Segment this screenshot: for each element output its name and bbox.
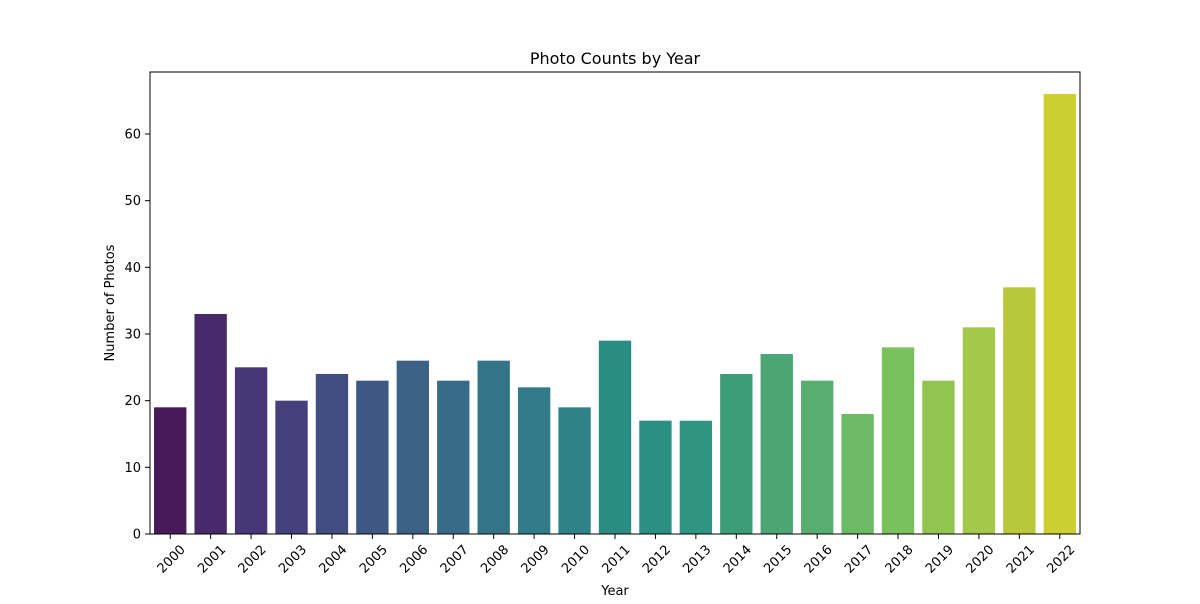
x-tick-label-2003: 2003 [276, 543, 310, 577]
bar-2009 [517, 387, 551, 534]
y-tick-label: 60 [124, 128, 141, 143]
x-tick-label-2012: 2012 [640, 543, 674, 577]
bar-2020 [962, 327, 996, 534]
bar-2003 [275, 400, 308, 534]
x-tick-label-2007: 2007 [438, 543, 472, 577]
x-tick-label-2017: 2017 [842, 543, 876, 577]
y-tick-label: 10 [124, 461, 141, 476]
bar-2015 [760, 354, 793, 534]
bars-group [154, 94, 1076, 534]
x-tick-label-2000: 2000 [155, 543, 189, 577]
bar-2008 [477, 360, 510, 534]
y-tick-label: 50 [124, 194, 141, 209]
x-tick-label-2014: 2014 [721, 543, 755, 577]
y-tick-label: 40 [124, 261, 141, 276]
bar-2002 [234, 367, 268, 534]
bar-2013 [679, 420, 713, 534]
bar-2017 [841, 414, 874, 534]
y-tick-label: 30 [124, 328, 141, 343]
x-tick-label-2001: 2001 [195, 543, 229, 577]
bar-2019 [922, 380, 955, 534]
x-tick-label-2011: 2011 [600, 543, 634, 577]
x-tick-label-2021: 2021 [1004, 543, 1038, 577]
y-tick-label: 0 [133, 528, 141, 543]
x-tick-label-2020: 2020 [963, 543, 997, 577]
x-axis-ticks: 2000 2001 2002 2003 2004 2005 2006 2007 2008 2009… [155, 534, 1078, 577]
x-tick-label-2022: 2022 [1044, 543, 1078, 577]
x-tick-label-2005: 2005 [357, 543, 391, 577]
bar-2000 [154, 407, 187, 534]
bar-2001 [194, 314, 227, 534]
x-tick-label-2002: 2002 [236, 543, 270, 577]
bar-2022 [1043, 94, 1076, 534]
x-tick-label-2016: 2016 [802, 543, 836, 577]
bar-2005 [356, 380, 389, 534]
x-tick-label-2006: 2006 [397, 543, 431, 577]
x-tick-label-2008: 2008 [478, 543, 512, 577]
chart-title: Photo Counts by Year [530, 49, 701, 68]
x-tick-label-2015: 2015 [761, 543, 795, 577]
bar-2012 [639, 420, 672, 534]
y-axis-ticks: 0 10 20 30 40 50 60 [124, 128, 150, 543]
bar-2010 [558, 407, 591, 534]
bar-2004 [315, 374, 349, 534]
bar-2018 [881, 347, 915, 534]
bar-2014 [720, 374, 753, 534]
x-axis-label: Year [600, 584, 629, 599]
bar-2007 [437, 380, 470, 534]
bar-2006 [396, 360, 429, 534]
x-tick-label-2013: 2013 [680, 543, 714, 577]
y-tick-label: 20 [124, 394, 141, 409]
x-tick-label-2010: 2010 [559, 543, 593, 577]
bar-2016 [801, 380, 834, 534]
x-tick-label-2009: 2009 [519, 543, 553, 577]
plot-frame [149, 71, 1081, 535]
x-tick-label-2004: 2004 [316, 543, 350, 577]
bar-2021 [1003, 287, 1036, 534]
x-tick-label-2019: 2019 [923, 543, 957, 577]
y-axis-label: Number of Photos [103, 244, 118, 361]
x-tick-label-2018: 2018 [883, 543, 917, 577]
bar-2011 [598, 340, 632, 534]
